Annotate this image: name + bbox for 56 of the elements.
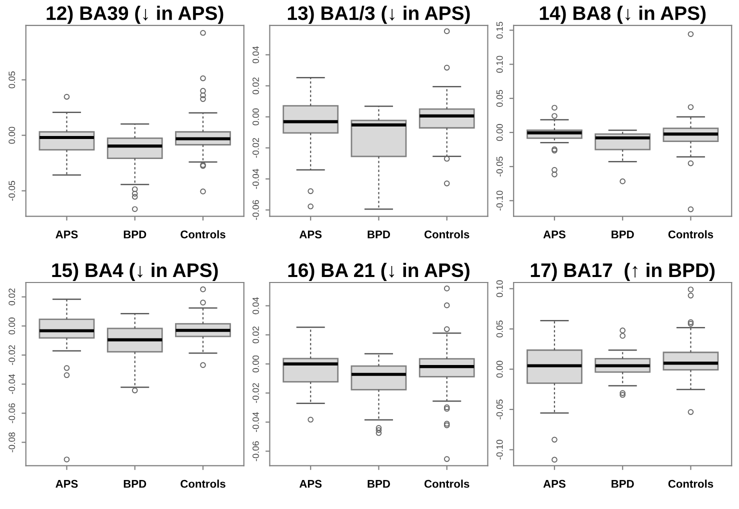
y-tick-label: 0.05 (8, 71, 16, 88)
x-tick-label: Controls (424, 230, 470, 238)
y-tick-label: 0.10 (496, 56, 503, 73)
x-tick-label: APS (56, 480, 78, 488)
y-tick-label: 0.00 (8, 318, 16, 334)
y-tick-label: -0.06 (252, 200, 259, 220)
y-tick-label: -0.02 (8, 345, 16, 365)
y-tick-label: 0.00 (8, 126, 16, 144)
y-tick-label: -0.05 (8, 180, 16, 201)
y-tick-label: 0.02 (252, 326, 259, 344)
x-tick-label: BPD (124, 230, 146, 238)
y-tick-label: 0.02 (8, 288, 16, 306)
x-tick-label: APS (543, 480, 566, 488)
chart-title: 12) BA39 (↓ in APS) (46, 6, 224, 24)
y-tick-label: 0.00 (496, 360, 503, 378)
y-tick-label: -0.10 (496, 190, 503, 211)
y-tick-label: 0.05 (496, 90, 503, 107)
x-tick-label: APS (299, 480, 322, 488)
chart-title: 15) BA4 (↓ in APS) (52, 262, 218, 281)
y-tick-label: -0.02 (252, 383, 259, 403)
chart-title: 13) BA1/3 (↓ in APS) (288, 6, 470, 24)
y-tick-label: 0.05 (496, 320, 503, 338)
y-tick-label: -0.08 (8, 432, 16, 452)
y-tick-label: 0.15 (496, 22, 503, 39)
y-tick-label: -0.04 (252, 168, 259, 189)
x-tick-label: Controls (180, 480, 226, 488)
x-tick-label: APS (56, 230, 78, 238)
x-tick-label: Controls (424, 480, 470, 488)
y-tick-label: 0.00 (252, 356, 259, 372)
y-tick-label: -0.02 (252, 138, 259, 158)
x-tick-label: Controls (668, 230, 714, 238)
x-tick-label: BPD (368, 230, 390, 238)
y-tick-label: 0.04 (252, 46, 259, 64)
x-tick-label: APS (543, 230, 566, 238)
y-tick-label: 0.10 (496, 280, 503, 298)
x-tick-label: BPD (612, 480, 634, 488)
y-tick-label: -0.05 (496, 156, 503, 176)
x-tick-label: BPD (368, 480, 390, 488)
x-tick-label: Controls (180, 230, 226, 238)
y-tick-label: 0.04 (252, 297, 259, 314)
x-tick-label: BPD (124, 480, 146, 488)
y-tick-label: -0.10 (496, 440, 503, 460)
y-tick-label: -0.04 (252, 412, 259, 432)
y-tick-label: 0.00 (252, 108, 259, 126)
x-tick-label: Controls (668, 480, 714, 488)
x-tick-label: APS (299, 230, 322, 238)
y-tick-label: 0.02 (252, 77, 259, 94)
y-tick-label: -0.06 (8, 403, 16, 424)
y-tick-label: -0.06 (252, 441, 259, 462)
y-tick-label: 0.00 (496, 124, 503, 141)
x-tick-label: BPD (612, 230, 634, 238)
chart-title: 17) BA17 (↑ in BPD) (530, 262, 715, 281)
y-tick-label: -0.05 (496, 400, 503, 420)
y-tick-label: -0.04 (8, 374, 16, 394)
chart-title: 16) BA 21 (↓ in APS) (288, 262, 470, 281)
chart-title: 14) BA8 (↓ in APS) (540, 6, 706, 24)
